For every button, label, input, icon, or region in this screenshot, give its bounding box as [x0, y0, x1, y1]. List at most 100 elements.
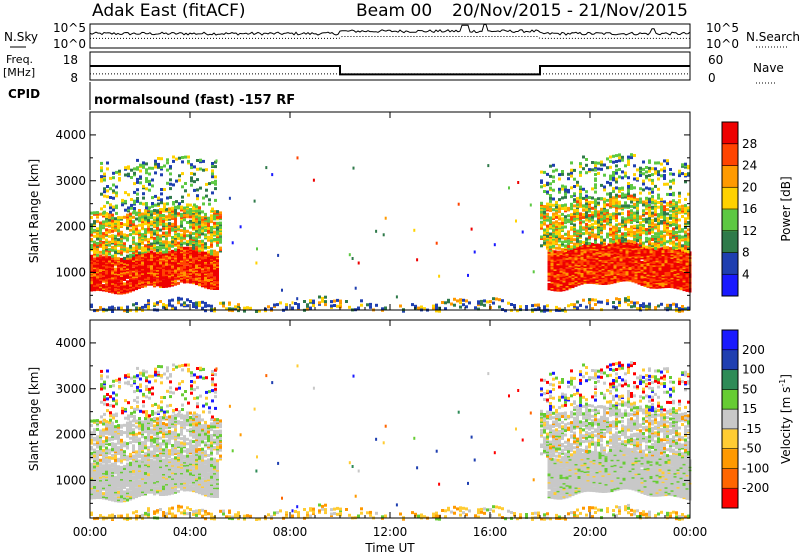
power-cell [123, 259, 126, 262]
power-cell [90, 216, 93, 219]
power-cell [588, 214, 591, 217]
power-cell [153, 216, 156, 220]
power-cell [126, 222, 129, 226]
power-cell [579, 185, 582, 189]
power-cell [196, 197, 199, 201]
power-cell [186, 265, 189, 269]
power-cell [147, 265, 150, 269]
power-cell [130, 198, 133, 201]
power-cell [90, 238, 93, 241]
power-cell [627, 220, 630, 224]
power-cell [111, 219, 114, 223]
power-cell [183, 265, 186, 269]
power-cell [208, 198, 211, 202]
power-cell [132, 227, 135, 231]
power-cell [141, 212, 144, 216]
power-cell [189, 235, 192, 239]
power-cell [189, 212, 192, 216]
power-cell [651, 218, 654, 222]
power-cell [556, 250, 560, 254]
power-cell [172, 159, 175, 163]
power-cell [172, 201, 175, 204]
power-cell [615, 226, 618, 230]
power-cell [114, 217, 117, 221]
power-cell [549, 207, 552, 211]
power-cell [180, 239, 183, 243]
power-cell [180, 303, 183, 307]
power-cell [129, 282, 132, 286]
power-cell [204, 304, 207, 308]
power-cell [465, 299, 468, 303]
power-cell [168, 244, 171, 248]
power-cell [666, 216, 669, 220]
power-cell [129, 217, 132, 220]
power-cell [175, 179, 178, 183]
power-cell [99, 250, 102, 254]
power-cell [178, 178, 181, 182]
power-cell [246, 306, 249, 310]
power-cell [213, 249, 216, 253]
power-cell [540, 220, 543, 224]
power-cell [672, 223, 675, 226]
power-cell [108, 240, 111, 244]
cpid-text: normalsound (fast) -157 RF [94, 93, 295, 108]
nsky-right-tick-bottom: 10^0 [706, 37, 739, 51]
power-cell [138, 213, 141, 217]
power-cell [675, 242, 678, 246]
power-cell [129, 244, 132, 248]
power-cell [210, 233, 213, 237]
power-cell [174, 306, 177, 310]
power-cell [336, 298, 339, 302]
power-cell [211, 175, 214, 179]
power-cell [150, 213, 153, 217]
power-cell [169, 165, 172, 169]
power-cell [585, 163, 588, 167]
power-cell [180, 297, 183, 301]
power-cell [657, 238, 660, 241]
power-cell [154, 159, 157, 163]
power-cell [583, 245, 587, 249]
power-cell [444, 307, 447, 311]
power-cell [639, 200, 642, 204]
power-cell [106, 189, 109, 193]
power-cell [612, 173, 615, 177]
power-cell [594, 303, 597, 306]
power-cell [117, 257, 120, 261]
power-cell [138, 245, 141, 249]
power-cell [183, 213, 186, 217]
power-cell [651, 211, 654, 215]
power-cell [117, 238, 120, 242]
power-cell [462, 303, 465, 307]
velocity-cell [96, 475, 99, 479]
power-cell [109, 203, 112, 207]
power-cell [564, 207, 567, 211]
power-cell [201, 272, 204, 276]
power-cell [93, 246, 96, 250]
power-cell [579, 173, 582, 177]
power-cell [607, 262, 611, 266]
power-cell [610, 242, 614, 246]
power-cell [492, 297, 495, 301]
power-cell [684, 246, 687, 250]
power-cell [177, 246, 180, 249]
power-cell [640, 250, 644, 254]
power-cell [133, 199, 136, 203]
power-cell [222, 301, 225, 305]
power-cell [153, 232, 156, 236]
power-cell [660, 208, 663, 212]
power-cell [417, 306, 420, 310]
power-cell [117, 216, 120, 220]
power-cell [213, 252, 216, 256]
power-cell [606, 232, 609, 236]
power-cell [138, 271, 141, 275]
power-cell [159, 211, 162, 214]
power-cell [630, 240, 633, 244]
power-cell [642, 203, 645, 207]
power-cell [136, 197, 139, 200]
power-cell [579, 165, 582, 169]
velocity-cell [114, 466, 117, 470]
power-cell [186, 246, 189, 250]
power-cell [321, 296, 324, 300]
power-cell [567, 177, 570, 181]
power-cell [183, 206, 186, 210]
